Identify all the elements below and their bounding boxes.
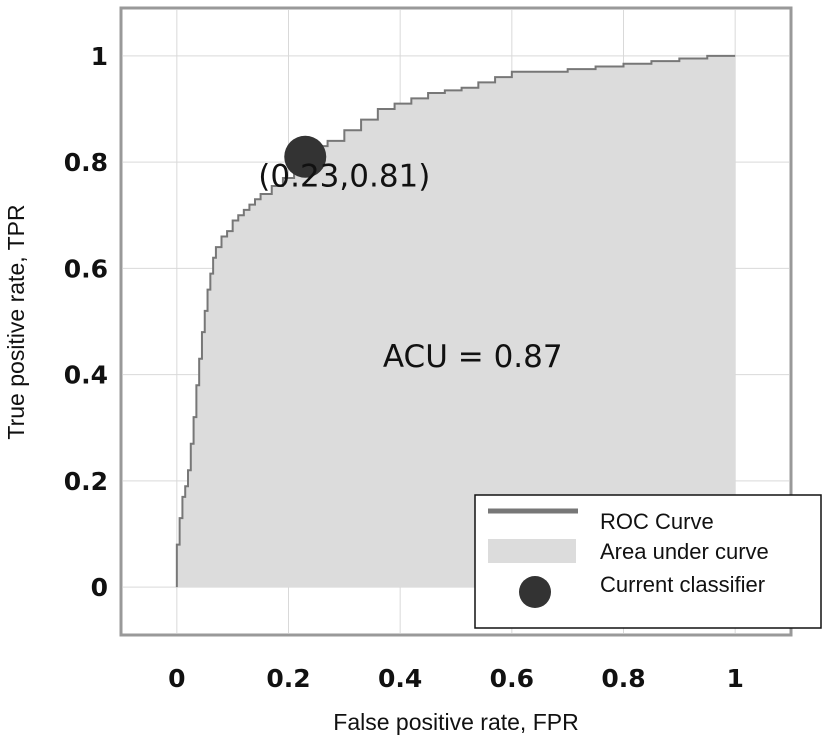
legend: ROC Curve Area under curve Current class…: [474, 494, 822, 629]
x-tick-label: 0.8: [601, 664, 645, 693]
x-tick-label: 1: [726, 664, 743, 693]
x-axis-title: False positive rate, FPR: [333, 709, 578, 735]
y-tick-labels: 0 0.2 0.4 0.6 0.8 1: [64, 42, 108, 602]
x-tick-label: 0: [168, 664, 185, 693]
legend-area-swatch: [488, 539, 576, 563]
legend-roc-label: ROC Curve: [600, 509, 714, 534]
y-tick-label: 0.6: [64, 254, 108, 283]
legend-classifier-label: Current classifier: [600, 572, 765, 597]
auc-value-label: ACU = 0.87: [383, 339, 563, 375]
y-tick-label: 0.2: [64, 467, 108, 496]
classifier-coordinate-label: (0.23,0.81): [258, 159, 430, 195]
roc-curve-line: [175, 54, 736, 588]
annotations: (0.23,0.81) ACU = 0.87: [258, 159, 562, 376]
x-tick-labels: 0 0.2 0.4 0.6 0.8 1: [168, 664, 744, 693]
y-tick-label: 0.4: [64, 361, 108, 390]
x-tick-label: 0.4: [378, 664, 422, 693]
y-tick-label: 1: [91, 42, 108, 71]
x-tick-label: 0.6: [490, 664, 534, 693]
current-classifier-point: [284, 135, 327, 178]
area-under-curve: [176, 55, 736, 588]
x-tick-label: 0.2: [266, 664, 310, 693]
y-tick-label: 0.8: [64, 148, 108, 177]
legend-classifier-swatch: [519, 576, 551, 608]
legend-area-label: Area under curve: [600, 539, 769, 564]
y-tick-label: 0: [91, 573, 108, 602]
y-axis-title: True positive rate, TPR: [3, 204, 29, 439]
